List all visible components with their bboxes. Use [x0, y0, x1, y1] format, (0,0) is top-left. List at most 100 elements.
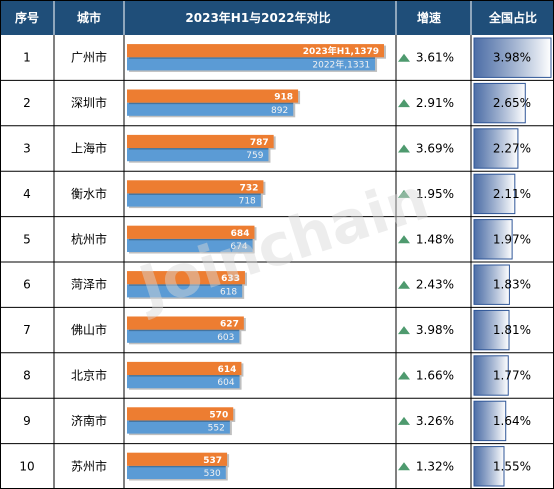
header-city: 城市 [77, 10, 101, 25]
share-cell: 1.55% [493, 459, 531, 473]
bar-2022-label: 674 [230, 242, 247, 252]
share-cell: 1.83% [493, 278, 531, 292]
rank-cell: 4 [23, 187, 31, 201]
city-cell: 菏泽市 [71, 277, 107, 292]
bar-2023 [127, 407, 234, 421]
growth-cell: 3.26% [416, 414, 454, 428]
growth-cell: 1.66% [416, 369, 454, 383]
share-databar [473, 219, 513, 260]
city-cell: 广州市 [71, 50, 107, 65]
share-cell: 2.65% [493, 96, 531, 110]
growth-cell: 1.95% [416, 187, 454, 201]
bar-2022-label: 603 [217, 333, 234, 343]
bar-2023 [127, 180, 264, 194]
city-cell: 上海市 [71, 141, 107, 156]
growth-up-arrow-icon [398, 371, 410, 380]
rank-cell: 2 [23, 96, 31, 110]
growth-up-arrow-icon [398, 280, 410, 289]
bar-2023 [127, 271, 245, 285]
bar-2022 [127, 284, 243, 298]
bar-2023-label: 918 [274, 93, 293, 103]
share-cell: 1.64% [493, 414, 531, 428]
bar-2022-label: 618 [220, 287, 237, 297]
bar-2023 [127, 225, 255, 239]
city-cell: 济南市 [71, 413, 107, 428]
header-growth: 增速 [417, 10, 441, 25]
growth-up-arrow-icon [398, 462, 410, 471]
rank-cell: 8 [23, 369, 31, 383]
bar-2022-label: 759 [246, 151, 263, 161]
growth-cell: 3.61% [416, 51, 454, 65]
growth-cell: 2.91% [416, 96, 454, 110]
bar-2022 [127, 193, 261, 207]
share-databar [473, 173, 516, 215]
share-cell: 3.98% [493, 51, 531, 65]
city-cell: 北京市 [71, 368, 107, 383]
table-row: 3 上海市 787 759 3.69% 2.27% [23, 128, 531, 169]
table-row: 8 北京市 614 604 1.66% 1.77% [23, 355, 531, 396]
bar-2022-label: 718 [239, 197, 256, 207]
table-row: 9 济南市 570 552 3.26% 1.64% [23, 400, 531, 442]
bar-2023 [127, 452, 228, 466]
share-databar [473, 82, 526, 124]
bar-2022 [127, 329, 240, 343]
city-cell: 杭州市 [71, 231, 107, 246]
growth-up-arrow-icon [398, 99, 410, 108]
growth-up-arrow-icon [398, 53, 410, 62]
bar-2023 [127, 134, 274, 149]
bar-2022-label: 552 [208, 424, 225, 434]
table-row: 5 杭州市 684 674 1.48% 1.97% [23, 219, 531, 260]
bar-2023-label: 537 [203, 456, 222, 466]
bar-2022 [127, 148, 269, 162]
city-cell: 苏州市 [71, 458, 107, 473]
growth-up-arrow-icon [398, 326, 410, 335]
header-rank: 序号 [15, 10, 39, 25]
rank-cell: 9 [23, 414, 31, 428]
bar-2023-label: 2023年H1,1379 [303, 45, 379, 57]
city-cell: 佛山市 [71, 322, 107, 337]
bar-2022-label: 530 [204, 469, 221, 479]
share-databar [473, 128, 519, 169]
bar-2023-label: 633 [221, 274, 240, 284]
table-row: 7 佛山市 627 603 3.98% 1.81% [23, 309, 531, 351]
bar-2023-label: 627 [220, 320, 239, 330]
rank-cell: 1 [23, 51, 31, 65]
bar-2023-label: 614 [218, 365, 237, 375]
share-databar [473, 355, 509, 396]
growth-up-arrow-icon [398, 144, 410, 153]
table-header: 序号 城市 2023年H1与2022年对比 增速 全国占比 [0, 0, 554, 35]
rank-cell: 3 [23, 142, 31, 156]
share-databar [473, 446, 505, 487]
share-cell: 1.97% [493, 232, 531, 246]
bar-2022-label: 604 [217, 378, 234, 388]
share-databar [473, 400, 507, 442]
header-share: 全国占比 [488, 10, 537, 25]
share-cell: 2.27% [493, 142, 531, 156]
city-cell: 衡水市 [71, 186, 107, 201]
bar-2022 [127, 238, 253, 253]
rank-cell: 10 [19, 459, 34, 473]
bar-2023 [127, 316, 244, 330]
bar-2022 [127, 102, 294, 116]
share-cell: 1.77% [493, 369, 531, 383]
table-row: 4 衡水市 732 718 1.95% 2.11% [23, 173, 531, 215]
bar-2023 [127, 44, 384, 58]
bar-2022-label: 2022年,1331 [312, 58, 370, 70]
share-databar [473, 264, 510, 305]
rank-cell: 5 [23, 232, 31, 246]
header-background [0, 0, 554, 35]
header-compare: 2023年H1与2022年对比 [185, 10, 330, 25]
bar-2022 [127, 375, 240, 389]
table-row: 6 菏泽市 633 618 2.43% 1.83% [23, 264, 531, 305]
bar-2023-label: 787 [250, 138, 269, 148]
growth-cell: 2.43% [416, 278, 454, 292]
share-cell: 2.11% [493, 187, 531, 201]
growth-up-arrow-icon [398, 235, 410, 244]
bar-2022 [127, 420, 230, 434]
share-databar [473, 37, 552, 78]
growth-cell: 1.48% [416, 232, 454, 246]
rank-cell: 6 [23, 278, 31, 292]
